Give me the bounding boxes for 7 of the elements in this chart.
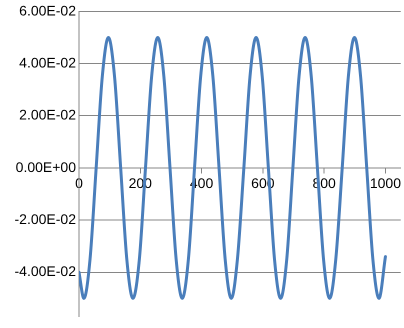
- y-tick-label: 2.00E-02: [19, 106, 76, 123]
- y-tick-label: 0.00E+00: [16, 158, 76, 175]
- y-tick-label: -4.00E-02: [14, 263, 76, 280]
- y-tick-label: 6.00E-02: [19, 2, 76, 18]
- y-tick-label: -2.00E-02: [14, 210, 76, 227]
- y-tick-label: 4.00E-02: [19, 54, 76, 70]
- x-tick-label: 1000: [370, 175, 402, 192]
